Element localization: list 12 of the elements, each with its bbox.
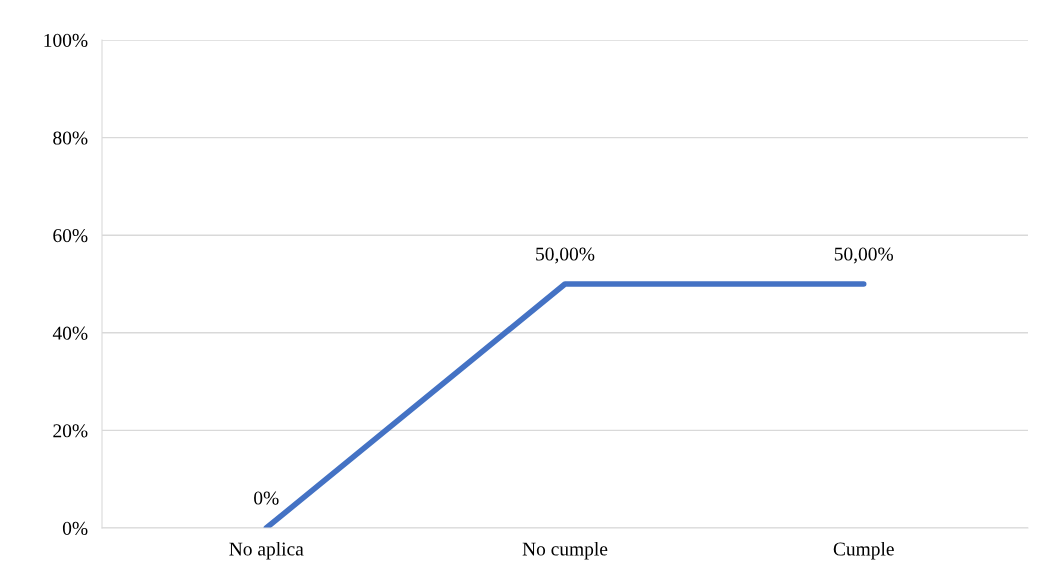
x-tick-label: No cumple — [522, 541, 608, 560]
data-label: 50,00% — [834, 247, 894, 264]
x-tick-label: No aplica — [229, 541, 304, 560]
y-tick-label: 60% — [53, 229, 88, 243]
y-tick-label: 0% — [62, 521, 88, 535]
y-tick-label: 100% — [44, 33, 88, 47]
data-label: 50,00% — [536, 247, 595, 264]
data-label: 0% — [254, 491, 279, 505]
y-tick-label: 80% — [53, 131, 88, 145]
y-tick-label: 40% — [52, 326, 88, 340]
y-tick-label: 20% — [53, 424, 88, 438]
x-tick-label: Cumple — [833, 541, 894, 560]
